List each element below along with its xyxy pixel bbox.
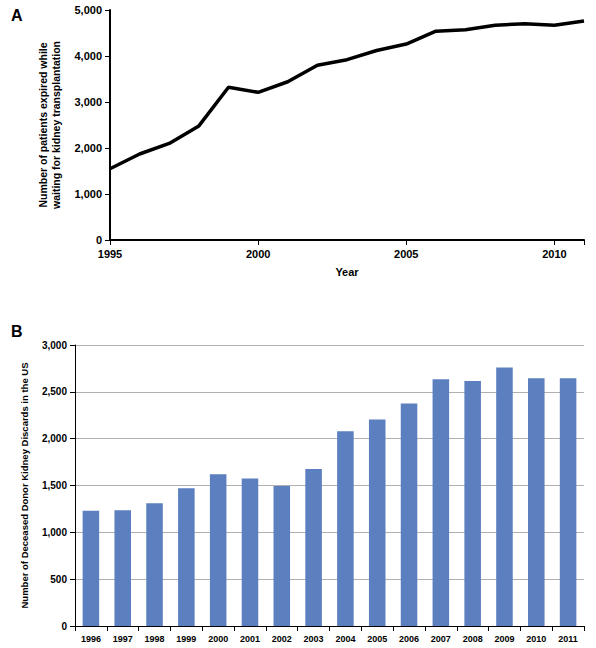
svg-text:2000: 2000 xyxy=(246,248,270,260)
svg-text:1996: 1996 xyxy=(81,634,101,644)
svg-text:3,000: 3,000 xyxy=(74,96,102,108)
svg-text:B: B xyxy=(11,323,23,340)
svg-text:1995: 1995 xyxy=(98,248,122,260)
svg-text:1999: 1999 xyxy=(176,634,196,644)
svg-text:1,000: 1,000 xyxy=(74,188,102,200)
svg-text:1,500: 1,500 xyxy=(42,480,67,491)
svg-text:2001: 2001 xyxy=(240,634,260,644)
svg-text:2006: 2006 xyxy=(399,634,419,644)
svg-text:2010: 2010 xyxy=(526,634,546,644)
svg-text:waiting for kidney transplanta: waiting for kidney transplantation xyxy=(50,41,62,210)
svg-text:2011: 2011 xyxy=(558,634,578,644)
svg-text:2010: 2010 xyxy=(542,248,566,260)
svg-text:5,000: 5,000 xyxy=(74,4,102,16)
svg-text:2005: 2005 xyxy=(394,248,418,260)
svg-text:1,000: 1,000 xyxy=(42,527,67,538)
svg-text:2,000: 2,000 xyxy=(74,142,102,154)
svg-text:0: 0 xyxy=(96,234,102,246)
svg-text:2000: 2000 xyxy=(208,634,228,644)
svg-text:Year: Year xyxy=(335,266,359,278)
svg-text:2009: 2009 xyxy=(494,634,514,644)
svg-text:2002: 2002 xyxy=(272,634,292,644)
svg-text:1997: 1997 xyxy=(113,634,133,644)
svg-text:1998: 1998 xyxy=(145,634,165,644)
svg-text:2008: 2008 xyxy=(463,634,483,644)
svg-text:2004: 2004 xyxy=(335,634,355,644)
svg-text:2,500: 2,500 xyxy=(42,386,67,397)
svg-text:2005: 2005 xyxy=(367,634,387,644)
svg-text:0: 0 xyxy=(61,621,67,632)
svg-text:2003: 2003 xyxy=(304,634,324,644)
svg-text:Number of Deceased Donor Kidne: Number of Deceased Donor Kidney Discards… xyxy=(19,362,30,608)
svg-text:3,000: 3,000 xyxy=(42,340,67,351)
svg-text:2,000: 2,000 xyxy=(42,433,67,444)
svg-text:4,000: 4,000 xyxy=(74,50,102,62)
svg-text:2007: 2007 xyxy=(431,634,451,644)
svg-text:A: A xyxy=(11,7,23,24)
svg-text:Number of patients expired whi: Number of patients expired while xyxy=(37,42,49,207)
svg-text:500: 500 xyxy=(50,574,67,585)
